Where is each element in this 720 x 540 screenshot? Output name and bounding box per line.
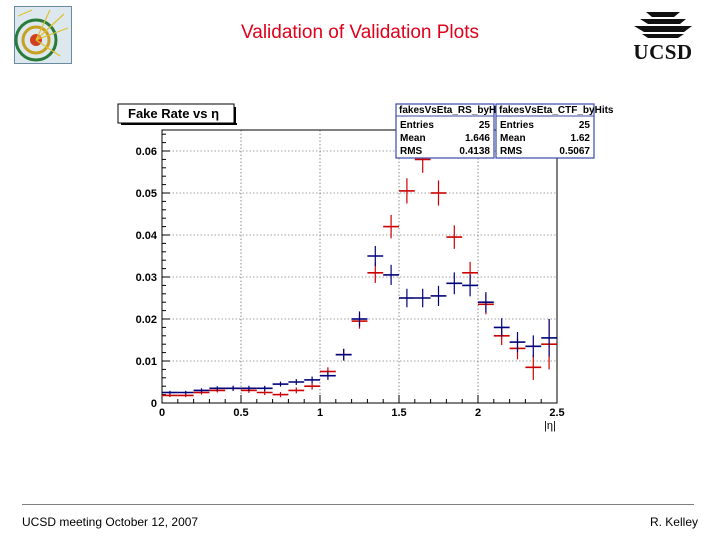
data-point-blue bbox=[256, 385, 273, 391]
data-point-red bbox=[367, 262, 384, 283]
data-point-red bbox=[177, 393, 194, 398]
chart-title: Fake Rate vs η bbox=[128, 106, 219, 121]
data-point-blue bbox=[367, 245, 384, 267]
data-point-blue bbox=[509, 332, 526, 353]
stats-box-ctf: fakesVsEta_CTF_byHits Entries 25 Mean 1.… bbox=[495, 103, 614, 159]
data-point-blue bbox=[383, 264, 399, 285]
data-point-red bbox=[304, 382, 320, 390]
data-point-blue bbox=[335, 348, 352, 361]
data-point-blue bbox=[272, 381, 289, 387]
y-tick-label: 0 bbox=[151, 398, 157, 410]
data-point-blue bbox=[351, 311, 368, 327]
data-point-blue bbox=[304, 376, 320, 384]
data-point-red bbox=[272, 392, 289, 398]
stats-ctf-mean-label: Mean bbox=[500, 133, 526, 144]
data-point-red bbox=[383, 214, 399, 239]
data-point-blue bbox=[225, 385, 241, 391]
series-red bbox=[162, 145, 557, 398]
x-tick-label: 1 bbox=[317, 407, 323, 419]
stats-rs-rms-label: RMS bbox=[400, 146, 423, 157]
stats-rs-entries-label: Entries bbox=[400, 120, 434, 131]
stats-rs-mean-label: Mean bbox=[400, 133, 426, 144]
data-point-red bbox=[162, 393, 178, 398]
stats-rs-mean: 1.646 bbox=[465, 133, 490, 144]
y-tick-label: 0.01 bbox=[136, 356, 157, 368]
x-tick-label: 2 bbox=[475, 407, 481, 419]
footer-divider bbox=[22, 504, 694, 505]
stats-rs-name: fakesVsEta_RS_byHits bbox=[399, 105, 508, 116]
stats-ctf-entries-label: Entries bbox=[500, 120, 534, 131]
data-point-blue bbox=[525, 335, 542, 358]
data-point-blue bbox=[209, 386, 226, 391]
y-tick-label: 0.06 bbox=[136, 146, 157, 158]
x-tick-label: 2.5 bbox=[549, 407, 564, 419]
chart-title-box: Fake Rate vs η bbox=[117, 103, 237, 125]
stats-ctf-rms: 0.5067 bbox=[559, 146, 590, 157]
ucsd-logo bbox=[634, 12, 692, 38]
data-point-blue bbox=[541, 319, 557, 357]
slide-title: Validation of Validation Plots bbox=[240, 22, 479, 43]
stats-ctf-rms-label: RMS bbox=[500, 146, 523, 157]
x-tick-label: 0.5 bbox=[233, 407, 248, 419]
stats-rs-rms: 0.4138 bbox=[459, 146, 490, 157]
data-point-red bbox=[399, 178, 415, 204]
y-tick-label: 0.04 bbox=[136, 230, 158, 242]
series-layer bbox=[162, 145, 557, 398]
data-point-blue bbox=[241, 385, 257, 391]
data-point-red bbox=[288, 387, 305, 394]
data-point-blue bbox=[177, 390, 194, 395]
stats-ctf-name: fakesVsEta_CTF_byHits bbox=[499, 105, 614, 116]
stats-ctf-mean: 1.62 bbox=[571, 133, 591, 144]
x-axis-label: |η| bbox=[544, 420, 556, 432]
x-tick-label: 1.5 bbox=[391, 407, 406, 419]
stats-ctf-entries: 25 bbox=[579, 120, 591, 131]
data-point-blue bbox=[320, 371, 336, 380]
data-point-blue bbox=[493, 318, 510, 337]
cms-logo bbox=[14, 6, 72, 64]
axis-layer: 0 0.5 1 1.5 2 2.5 0 0.01 0.02 0.03 0.04 0.05 0.06 bbox=[136, 133, 565, 419]
grid-layer bbox=[162, 130, 557, 403]
series-blue bbox=[162, 245, 557, 395]
data-point-blue bbox=[430, 285, 447, 306]
data-point-blue bbox=[288, 379, 305, 385]
x-tick-label: 0 bbox=[159, 407, 165, 419]
y-tick-label: 0.03 bbox=[136, 272, 157, 284]
data-point-blue bbox=[446, 272, 463, 295]
stats-rs-entries: 25 bbox=[479, 120, 491, 131]
data-point-blue bbox=[478, 292, 494, 313]
data-point-red bbox=[446, 225, 463, 249]
ucsd-wordmark: UCSD bbox=[633, 40, 693, 64]
footer-left-text: UCSD meeting October 12, 2007 bbox=[22, 515, 199, 529]
data-point-blue bbox=[414, 288, 431, 308]
y-tick-label: 0.02 bbox=[136, 314, 157, 326]
stats-box-rs: fakesVsEta_RS_byHits Entries 25 Mean 1.6… bbox=[395, 103, 508, 159]
data-point-blue bbox=[399, 288, 415, 308]
data-point-red bbox=[525, 354, 542, 380]
y-tick-label: 0.05 bbox=[136, 188, 157, 200]
plot-frame bbox=[161, 129, 558, 404]
data-point-blue bbox=[162, 390, 178, 395]
data-point-blue bbox=[462, 274, 478, 297]
data-point-red bbox=[430, 180, 447, 206]
data-point-blue bbox=[193, 388, 210, 393]
footer-right-text: R. Kelley bbox=[649, 515, 698, 529]
